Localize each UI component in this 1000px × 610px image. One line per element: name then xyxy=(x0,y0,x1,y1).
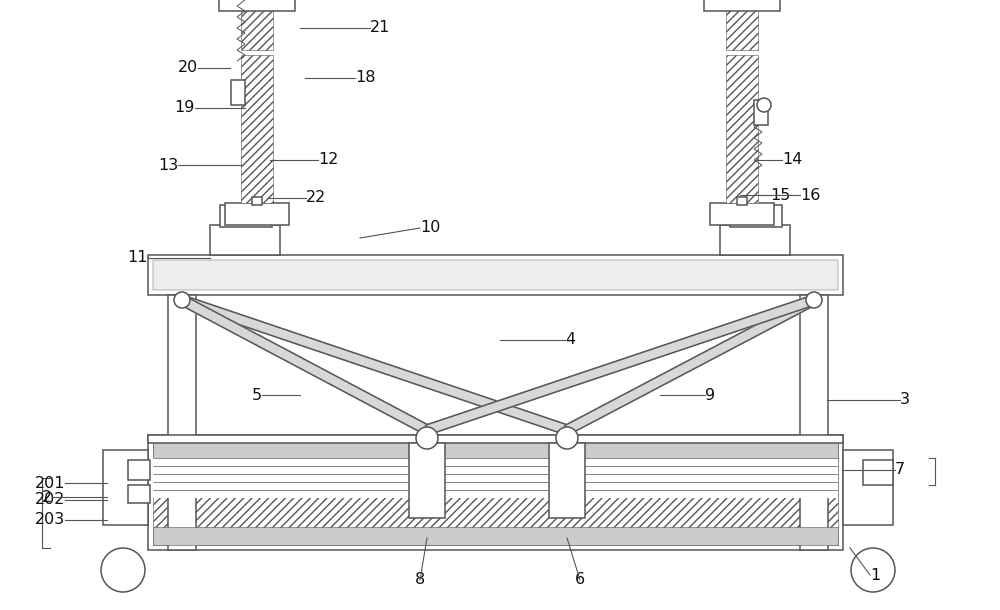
Bar xyxy=(220,205,272,227)
Text: 18: 18 xyxy=(355,71,376,85)
Bar xyxy=(148,255,843,295)
Text: 13: 13 xyxy=(158,157,178,173)
Bar xyxy=(730,205,782,227)
Polygon shape xyxy=(565,296,816,434)
Bar xyxy=(241,10,273,50)
Text: 202: 202 xyxy=(35,492,65,508)
Bar xyxy=(726,55,758,203)
Text: 203: 203 xyxy=(35,512,65,528)
Bar xyxy=(219,0,295,11)
Bar xyxy=(168,295,196,550)
Bar xyxy=(737,197,747,205)
Text: 16: 16 xyxy=(800,187,820,203)
Bar xyxy=(128,460,150,480)
Text: 2: 2 xyxy=(42,489,52,504)
Text: 8: 8 xyxy=(415,573,425,587)
Polygon shape xyxy=(180,295,569,435)
Bar xyxy=(128,485,150,503)
Bar xyxy=(225,203,289,225)
Bar xyxy=(153,458,838,498)
Polygon shape xyxy=(180,296,429,434)
Bar xyxy=(720,225,790,255)
Text: 20: 20 xyxy=(178,60,198,76)
Polygon shape xyxy=(425,295,816,435)
Text: 4: 4 xyxy=(565,332,575,348)
Bar xyxy=(153,260,838,290)
Bar xyxy=(148,435,843,443)
Bar xyxy=(153,527,838,545)
Text: 12: 12 xyxy=(318,152,338,168)
Text: 10: 10 xyxy=(420,220,440,235)
Text: 3: 3 xyxy=(900,392,910,407)
Bar xyxy=(863,460,893,485)
Text: 14: 14 xyxy=(782,152,802,168)
Bar xyxy=(754,100,768,125)
Text: 6: 6 xyxy=(575,573,585,587)
Text: 15: 15 xyxy=(770,187,790,203)
Circle shape xyxy=(556,427,578,449)
Bar xyxy=(210,225,280,255)
Bar xyxy=(252,197,262,205)
Circle shape xyxy=(806,292,822,308)
Bar xyxy=(704,0,780,11)
Text: 9: 9 xyxy=(705,387,715,403)
Text: 19: 19 xyxy=(175,101,195,115)
Bar xyxy=(800,295,828,550)
Bar xyxy=(726,10,758,50)
Text: 11: 11 xyxy=(128,251,148,265)
Text: 21: 21 xyxy=(370,21,390,35)
Bar xyxy=(153,440,838,545)
Text: 201: 201 xyxy=(34,476,65,490)
Text: 7: 7 xyxy=(895,462,905,478)
Bar xyxy=(231,80,245,105)
Text: 22: 22 xyxy=(306,190,326,206)
Bar xyxy=(549,443,585,518)
Circle shape xyxy=(101,548,145,592)
Text: 5: 5 xyxy=(252,387,262,403)
Bar xyxy=(409,443,445,518)
Circle shape xyxy=(757,98,771,112)
Bar xyxy=(148,435,843,550)
Bar xyxy=(241,55,273,203)
Bar xyxy=(710,203,774,225)
Bar xyxy=(153,440,838,458)
Circle shape xyxy=(416,427,438,449)
Text: 1: 1 xyxy=(870,567,880,583)
Bar xyxy=(843,450,893,525)
Circle shape xyxy=(851,548,895,592)
Circle shape xyxy=(174,292,190,308)
Bar xyxy=(103,450,148,525)
